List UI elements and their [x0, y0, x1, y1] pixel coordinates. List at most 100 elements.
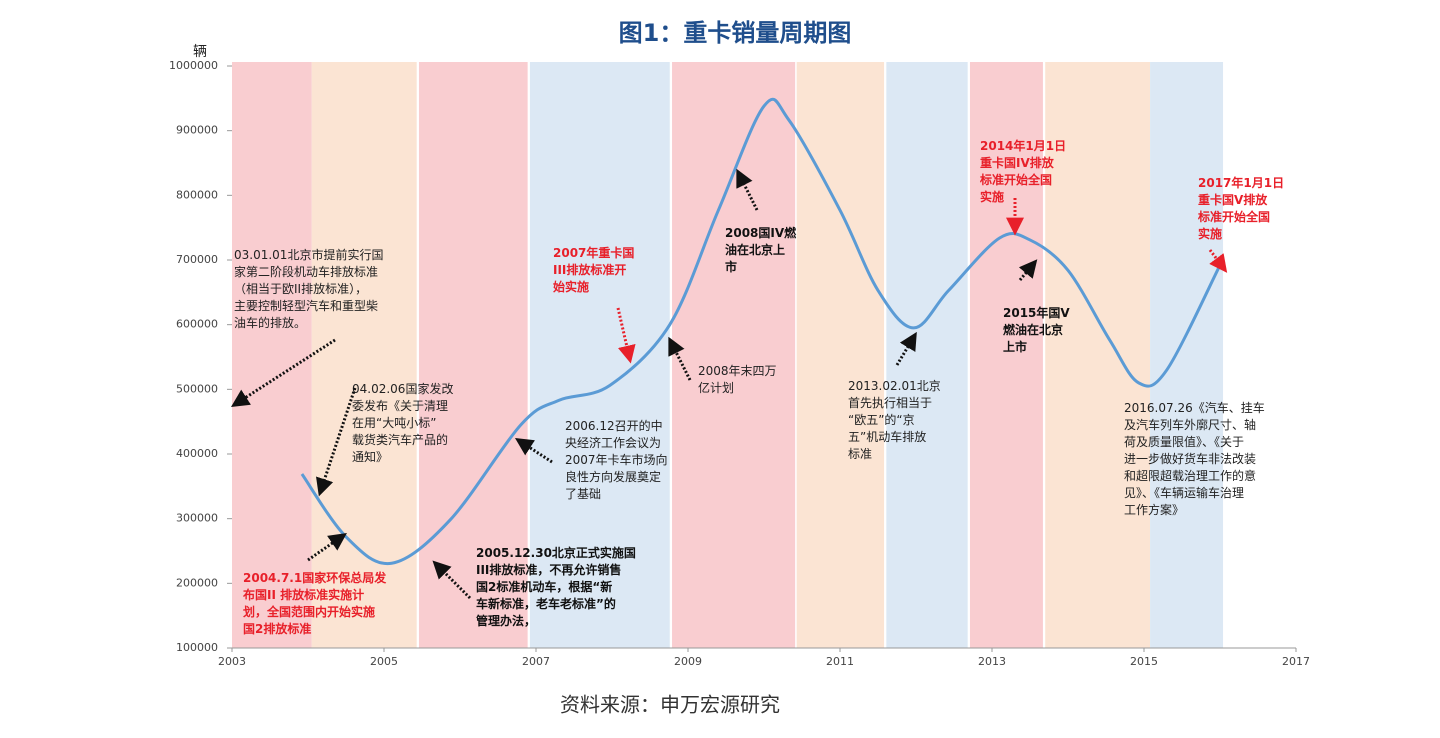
- period-band: [886, 62, 968, 648]
- arrow: [432, 560, 472, 600]
- annotation-line: 载货类汽车产品的: [352, 432, 448, 447]
- source: 资料来源：申万宏源研究: [560, 693, 780, 717]
- annotation-line: 2008国IV燃: [725, 225, 797, 240]
- annotation: 2007年重卡国 III排放标准开始实施: [553, 245, 634, 294]
- annotation-line: 油车的排放。: [234, 315, 306, 330]
- y-tick-label: 900000: [176, 124, 218, 137]
- annotation-line: 市: [725, 259, 737, 274]
- annotation-line: 重卡国IV排放: [980, 155, 1055, 170]
- annotation-line: 实施: [980, 189, 1004, 204]
- annotation-line: 2014年1月1日: [980, 138, 1066, 153]
- annotation-line: 2016.07.26《汽车、挂车: [1124, 400, 1265, 415]
- x-tick-label: 2011: [826, 655, 854, 668]
- period-band: [232, 62, 312, 648]
- annotation-line: 车新标准，老车老标准”的: [476, 596, 616, 611]
- y-tick-label: 700000: [176, 253, 218, 266]
- arrow: [895, 331, 917, 366]
- annotation-line: 荷及质量限值》、《关于: [1124, 434, 1244, 449]
- arrow: [514, 438, 553, 464]
- annotation: 2008国IV燃油在北京上市: [725, 225, 797, 274]
- chart-title: 图1：重卡销量周期图: [619, 19, 852, 47]
- annotation-line: 国2标准机动车，根据“新: [476, 579, 612, 594]
- annotation: 2008年末四万亿计划: [698, 364, 777, 395]
- arrow: [316, 387, 357, 497]
- y-axis-label: 辆: [193, 44, 207, 60]
- arrow: [1208, 249, 1228, 273]
- annotation-line: 始实施: [553, 279, 589, 294]
- period-band: [1045, 62, 1151, 648]
- period-band: [796, 62, 885, 648]
- annotation-line: 2017年1月1日: [1198, 175, 1284, 190]
- annotation-line: 2013.02.01北京: [848, 379, 941, 393]
- annotation-line: 标准: [848, 447, 872, 461]
- annotation-line: 国2排放标准: [243, 621, 311, 636]
- period-band: [418, 62, 528, 648]
- annotation: 04.02.06国家发改委发布《关于清理在用“大吨小标” 载货类汽车产品的通知》: [352, 381, 453, 464]
- annotation-line: 工作方案》: [1124, 502, 1184, 517]
- annotation-line: 2007年重卡国: [553, 245, 634, 260]
- x-tick-label: 2005: [370, 655, 398, 668]
- x-tick-label: 2007: [522, 655, 550, 668]
- annotation: 03.01.01北京市提前实行国家第二阶段机动车排放标准 （相当于欧II排放标准）…: [234, 247, 383, 330]
- y-tick-label: 200000: [176, 576, 218, 589]
- annotation: 2015年国Ⅴ 燃油在北京上市: [1003, 305, 1070, 354]
- annotation-line: 通知》: [352, 450, 388, 464]
- y-tick-label: 100000: [176, 641, 218, 654]
- annotation-line: 亿计划: [698, 380, 734, 395]
- y-tick-label: 500000: [176, 382, 218, 395]
- annotation-line: 2008年末四万: [698, 364, 777, 378]
- y-tick-label: 400000: [176, 447, 218, 460]
- annotation-line: 及汽车列车外廓尺寸、轴: [1124, 417, 1256, 432]
- annotation-line: 良性方向发展奠定: [565, 469, 661, 484]
- annotation-line: 在用“大吨小标”: [352, 416, 436, 430]
- annotation-line: 划，全国范围内开始实施: [243, 604, 375, 619]
- x-tick-label: 2017: [1282, 655, 1310, 668]
- annotation-line: 2004.7.1国家环保总局发: [243, 570, 387, 585]
- annotation: 2017年1月1日重卡国Ⅴ排放标准开始全国实施: [1197, 175, 1284, 241]
- annotation-line: 燃油在北京: [1003, 322, 1063, 337]
- arrow: [616, 307, 636, 364]
- annotation-line: 2007年卡车市场向: [565, 452, 668, 467]
- annotation-line: 2005.12.30北京正式实施国: [476, 545, 636, 560]
- annotation: 2004.7.1国家环保总局发布国II 排放标准实施计划，全国范围内开始实施国2…: [243, 570, 387, 636]
- annotation: 2014年1月1日重卡国IV排放标准开始全国实施: [979, 138, 1066, 204]
- annotation-line: 04.02.06国家发改: [352, 381, 453, 396]
- annotation-line: 委发布《关于清理: [352, 398, 448, 413]
- annotation-line: 首先执行相当于: [848, 396, 932, 410]
- annotation-line: 进一步做好货车非法改装: [1124, 451, 1256, 466]
- period-band: [969, 62, 1043, 648]
- annotation-line: 五”机动车排放: [848, 429, 926, 444]
- annotation-line: 了基础: [565, 487, 601, 501]
- y-tick-label: 1000000: [169, 59, 218, 72]
- period-band: [1150, 62, 1224, 648]
- period-band: [529, 62, 670, 648]
- arrow: [668, 336, 692, 381]
- annotation: 2006.12召开的中央经济工作会议为 2007年卡车市场向良性方向发展奠定了基础: [565, 418, 668, 501]
- annotation-line: 管理办法，: [476, 613, 536, 628]
- annotation-line: 标准开始全国: [1197, 209, 1270, 224]
- sales-line: [300, 97, 1222, 566]
- x-tick-label: 2009: [674, 655, 702, 668]
- annotation-line: 2006.12召开的中: [565, 418, 663, 433]
- x-tick-label: 2003: [218, 655, 246, 668]
- annotation-line: 和超限超载治理工作的意: [1124, 468, 1256, 483]
- arrow: [736, 168, 759, 211]
- annotation: 2016.07.26《汽车、挂车及汽车列车外廓尺寸、轴荷及质量限值》、《关于进一…: [1124, 400, 1265, 517]
- period-band: [672, 62, 796, 648]
- annotation: 2013.02.01北京首先执行相当于 “欧五”的“京五”机动车排放标准: [848, 379, 941, 461]
- y-tick-label: 300000: [176, 512, 218, 525]
- annotation-line: III排放标准，不再允许销售: [476, 562, 621, 577]
- x-tick-label: 2015: [1130, 655, 1158, 668]
- annotation-line: 布国II 排放标准实施计: [243, 587, 364, 602]
- annotation-line: 央经济工作会议为: [565, 435, 661, 450]
- annotation-line: 家第二阶段机动车排放标准: [234, 264, 378, 279]
- annotation-line: 见》、《车辆运输车治理: [1124, 485, 1244, 500]
- annotation-line: （相当于欧II排放标准），: [234, 281, 367, 296]
- annotation-line: III排放标准开: [553, 262, 626, 277]
- annotation-line: 2015年国Ⅴ: [1003, 305, 1070, 320]
- annotation: 2005.12.30北京正式实施国 III排放标准，不再允许销售国2标准机动车，根…: [476, 545, 636, 628]
- annotation-line: 重卡国Ⅴ排放: [1198, 192, 1268, 207]
- annotation-line: “欧五”的“京: [848, 412, 915, 427]
- annotation-line: 油在北京上: [725, 242, 785, 257]
